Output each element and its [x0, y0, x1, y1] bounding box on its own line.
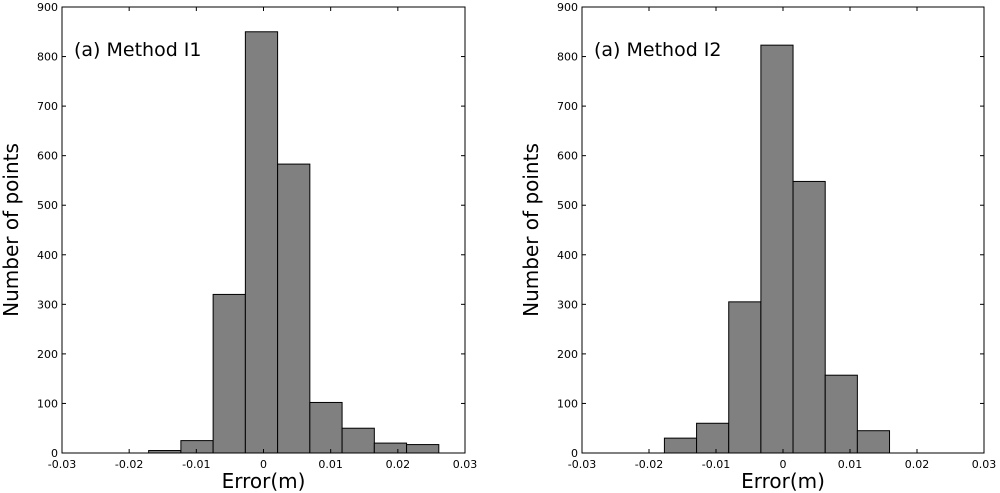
- histogram-bar: [696, 422, 730, 454]
- y-axis-label: Number of points: [0, 143, 23, 317]
- y-tick-label: 800: [557, 51, 578, 64]
- x-tick-label: -0.03: [48, 458, 76, 471]
- x-tick-label: -0.01: [182, 458, 210, 471]
- x-tick-label: -0.02: [115, 458, 143, 471]
- x-tick-label: 0.01: [838, 458, 863, 471]
- x-tick-label: 0.03: [972, 458, 997, 471]
- y-tick-label: 0: [51, 447, 58, 460]
- y-tick-label: 600: [557, 150, 578, 163]
- x-axis-label: Error(m): [741, 469, 825, 493]
- x-tick-label: 0: [260, 458, 267, 471]
- y-axis-label: Number of points: [519, 143, 543, 317]
- y-tick-label: 500: [557, 199, 578, 212]
- histogram-bar: [856, 430, 891, 454]
- y-tick-label: 800: [37, 51, 58, 64]
- x-tick-label: -0.02: [635, 458, 663, 471]
- chart-panel-2: 0 100 200 300 400 500 600 700 800 900 -0.03 -0.02 -0…: [519, 1, 996, 493]
- histogram-bar: [406, 444, 440, 454]
- histogram-bar: [341, 427, 375, 454]
- histogram-bar: [663, 437, 698, 454]
- y-tick-label: 500: [37, 199, 58, 212]
- panel-annotation: (a) Method I1: [74, 39, 202, 61]
- y-tick-label: 900: [557, 1, 578, 14]
- x-tick-label: -0.03: [568, 458, 596, 471]
- chart-panel-1: 0 100 200 300 400 500 600 700 800 900 -0.03 -0.02 -0…: [0, 1, 477, 493]
- histogram-bar: [180, 440, 214, 454]
- y-tick-label: 200: [37, 348, 58, 361]
- histogram-bar: [760, 44, 794, 454]
- histogram-bar: [373, 442, 408, 454]
- x-tick-label: 0.02: [905, 458, 930, 471]
- y-tick-label: 100: [37, 397, 58, 410]
- y-tick-label: 200: [557, 348, 578, 361]
- y-tick-label: 700: [37, 100, 58, 113]
- x-tick-label: -0.01: [702, 458, 730, 471]
- y-tick-label: 300: [37, 298, 58, 311]
- histogram-bar: [824, 374, 858, 454]
- histogram-bar: [728, 301, 762, 454]
- x-axis-label: Error(m): [222, 469, 306, 493]
- x-tick-label: 0.03: [453, 458, 478, 471]
- y-tick-label: 700: [557, 100, 578, 113]
- histogram-bar: [309, 401, 343, 454]
- y-tick-label: 0: [571, 447, 578, 460]
- y-tick-label: 100: [557, 397, 578, 410]
- x-tick-label: 0.01: [318, 458, 343, 471]
- x-tick-label: 0: [780, 458, 787, 471]
- histogram-bar: [792, 180, 826, 454]
- y-tick-label: 900: [37, 1, 58, 14]
- histogram-bar: [244, 31, 279, 454]
- panel-annotation: (a) Method I2: [594, 39, 722, 61]
- x-tick-label: 0.02: [386, 458, 411, 471]
- histogram-bar: [212, 293, 246, 454]
- y-tick-label: 300: [557, 298, 578, 311]
- y-tick-label: 400: [37, 249, 58, 262]
- y-tick-label: 600: [37, 150, 58, 163]
- histogram-bar: [277, 163, 311, 454]
- y-tick-label: 400: [557, 249, 578, 262]
